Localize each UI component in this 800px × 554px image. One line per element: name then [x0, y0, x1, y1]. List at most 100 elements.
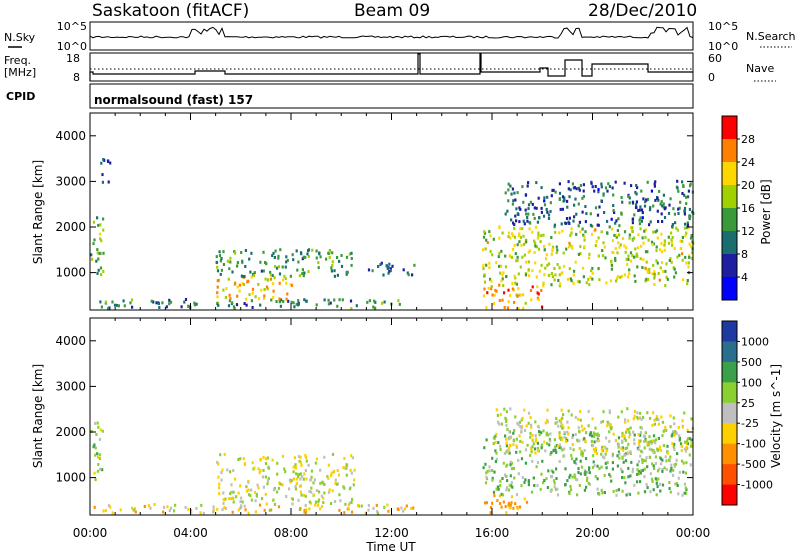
power-echo-cell — [524, 193, 528, 197]
power-echo-cell — [92, 220, 96, 224]
velocity-echo-cell — [525, 424, 528, 428]
velocity-echo-cell — [600, 488, 603, 492]
power-echo-cell — [654, 198, 657, 202]
velocity-echo-cell — [526, 443, 529, 447]
velocity-echo-cell — [636, 463, 639, 467]
velocity-echo-cell — [230, 483, 233, 487]
power-echo-cell — [527, 212, 530, 216]
velocity-echo-cell — [507, 488, 511, 492]
power-echo-cell — [515, 207, 518, 211]
velocity-echo-cell — [552, 479, 556, 483]
power-echo-cell — [540, 289, 543, 292]
velocity-echo-cell — [579, 418, 582, 422]
velocity-echo-cell — [257, 467, 260, 471]
velocity-echo-cell — [690, 442, 693, 446]
velocity-colorbar-tick-label: 100 — [741, 376, 762, 389]
power-echo-cell — [567, 187, 570, 191]
power-echo-cell — [280, 298, 283, 302]
power-echo-cell — [558, 284, 561, 288]
power-echo-cell — [572, 281, 575, 285]
velocity-echo-cell — [591, 434, 594, 438]
velocity-echo-cell — [495, 487, 498, 491]
power-echo-cell — [504, 191, 507, 195]
power-echo-cell — [187, 304, 190, 308]
power-echo-cell — [286, 258, 289, 262]
velocity-echo-cell — [508, 444, 511, 448]
velocity-echo-cell — [621, 431, 624, 435]
power-echo-cell — [616, 277, 619, 281]
power-echo-cell — [588, 256, 591, 260]
velocity-echo-cell — [410, 507, 413, 510]
freq-panel: Freq. [MHz] 18 8 60 0 Nave — [4, 52, 776, 84]
power-echo-cell — [681, 252, 684, 256]
velocity-echo-cell — [249, 494, 252, 497]
power-echo-cell — [678, 206, 681, 210]
velocity-echo-cell — [510, 501, 513, 505]
velocity-echo-cell — [680, 444, 683, 448]
velocity-echo-cell — [304, 453, 307, 457]
power-echo-cell — [591, 271, 594, 275]
velocity-echo-cell — [505, 423, 508, 427]
velocity-echo-cell — [600, 465, 603, 469]
power-echo-cell — [371, 269, 374, 273]
velocity-echo-cell — [638, 441, 641, 445]
velocity-echo-cell — [298, 459, 301, 463]
velocity-echo-cell — [616, 464, 619, 468]
velocity-echo-cell — [520, 430, 523, 433]
velocity-echo-cell — [322, 501, 325, 504]
velocity-echo-cell — [608, 473, 611, 477]
velocity-echo-cell — [271, 458, 274, 462]
velocity-echo-cell — [321, 481, 324, 485]
velocity-echo-cell — [305, 508, 308, 512]
velocity-echo-cell — [512, 438, 516, 442]
power-echo-cell — [640, 189, 643, 193]
power-echo-cell — [235, 303, 239, 307]
velocity-echo-cell — [583, 437, 586, 441]
power-echo-cell — [575, 212, 578, 216]
velocity-echo-cell — [96, 452, 99, 456]
velocity-echo-cell — [652, 450, 655, 454]
power-echo-cell — [574, 197, 577, 201]
velocity-echo-cell — [338, 493, 341, 497]
power-echo-cell — [232, 305, 236, 309]
power-colorbar-segment — [722, 277, 737, 301]
power-echo-cell — [606, 231, 609, 235]
power-echo-cell — [507, 188, 510, 192]
power-echo-cell — [688, 215, 691, 219]
power-echo-cell — [558, 266, 561, 270]
power-echo-cell — [645, 260, 648, 264]
velocity-echo-cell — [230, 490, 233, 494]
power-echo-cell — [269, 273, 273, 277]
velocity-echo-cell — [575, 462, 578, 466]
power-echo-cell — [588, 252, 591, 256]
velocity-echo-cell — [491, 501, 494, 505]
power-echo-cell — [569, 243, 572, 247]
power-echo-cell — [512, 199, 515, 203]
velocity-echo-cell — [604, 452, 607, 456]
power-echo-cell — [252, 274, 256, 277]
power-echo-cell — [220, 268, 223, 272]
velocity-echo-cell — [547, 433, 550, 437]
velocity-echo-cell — [555, 450, 558, 454]
velocity-echo-cell — [527, 411, 531, 415]
velocity-echo-cell — [497, 487, 500, 491]
velocity-echo-cell — [570, 413, 573, 417]
power-echo-cell — [293, 305, 296, 309]
power-echo-cell — [523, 222, 526, 226]
velocity-echo-cell — [659, 448, 662, 452]
power-echo-cell — [331, 263, 334, 267]
power-echo-cell — [676, 228, 679, 232]
power-echo-cell — [218, 250, 221, 254]
power-echo-cell — [302, 274, 305, 278]
power-echo-cell — [323, 298, 326, 302]
power-echo-cell — [628, 196, 631, 200]
power-echo-cell — [563, 221, 567, 225]
velocity-echo-cell — [323, 455, 326, 459]
velocity-echo-cell — [493, 436, 496, 440]
power-echo-cell — [381, 301, 384, 305]
power-echo-cell — [650, 189, 653, 193]
velocity-echo-cell — [530, 447, 533, 451]
power-colorbar-segment — [722, 208, 737, 232]
velocity-echo-cell — [332, 469, 336, 473]
